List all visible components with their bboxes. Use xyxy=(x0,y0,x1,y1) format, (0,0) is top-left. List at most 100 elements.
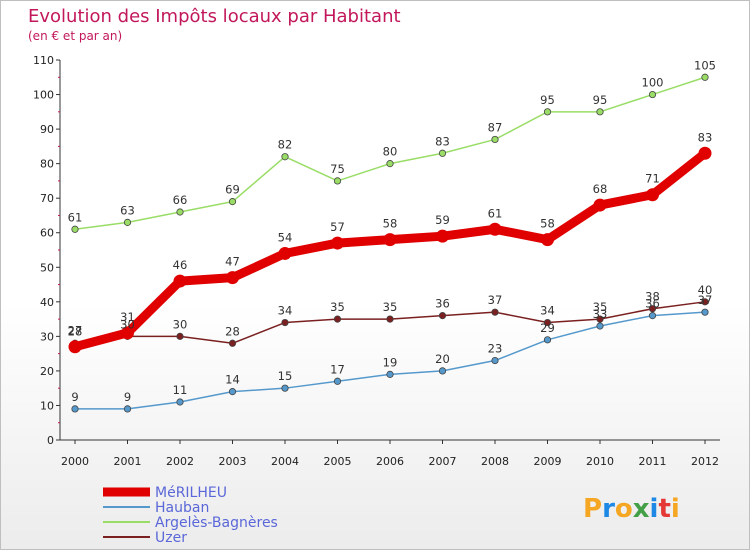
data-point xyxy=(438,367,447,375)
data-point xyxy=(701,298,709,306)
data-label: 20 xyxy=(435,352,450,366)
data-label: 9 xyxy=(71,390,78,404)
data-label: 69 xyxy=(225,183,240,197)
data-point xyxy=(333,315,342,323)
data-point xyxy=(278,246,292,260)
data-label: 61 xyxy=(68,210,83,224)
data-label: 95 xyxy=(540,93,555,107)
data-point xyxy=(331,236,344,250)
data-point xyxy=(228,339,237,347)
data-label: 71 xyxy=(645,172,660,186)
data-label: 37 xyxy=(488,293,503,307)
legend-label: Argelès-Bagnères xyxy=(155,515,278,531)
data-point xyxy=(648,312,657,320)
x-tick-label: 2002 xyxy=(166,455,194,468)
data-point xyxy=(176,208,184,216)
logo-letter: o xyxy=(615,494,633,524)
data-label: 29 xyxy=(540,321,555,335)
y-tick-label: 110 xyxy=(33,54,54,67)
data-label: 57 xyxy=(330,220,345,234)
data-label: 35 xyxy=(330,300,345,314)
data-point xyxy=(281,318,289,327)
data-label: 28 xyxy=(225,324,240,338)
data-point xyxy=(281,384,289,392)
x-tick-label: 2011 xyxy=(639,455,667,468)
data-labels: 61 63 66 69 82 75 80 83 87 95 95 100 105 9 9 11 14 15 17 19… xyxy=(68,58,716,404)
data-label: 61 xyxy=(488,206,503,220)
data-point xyxy=(281,153,289,161)
y-tick-label: 70 xyxy=(40,192,54,205)
data-label: 15 xyxy=(278,369,293,383)
data-point xyxy=(71,405,79,413)
logo-letter: i xyxy=(650,494,659,524)
data-point xyxy=(488,222,502,236)
data-point xyxy=(121,326,134,340)
legend-label: Uzer xyxy=(155,530,187,546)
logo-letter: i xyxy=(671,494,680,524)
x-tick-label: 2000 xyxy=(61,455,89,468)
data-point xyxy=(491,308,499,316)
data-label: 17 xyxy=(330,362,345,376)
data-point xyxy=(648,305,657,313)
logo-letter: t xyxy=(658,494,670,524)
y-tick-label: 10 xyxy=(40,399,54,412)
data-label: 14 xyxy=(225,373,240,387)
data-label: 105 xyxy=(694,58,716,72)
y-tick-label: 50 xyxy=(40,261,54,274)
data-point xyxy=(543,108,552,116)
y-tick-label: 80 xyxy=(40,158,54,171)
x-tick-label: 2004 xyxy=(271,455,299,468)
data-point xyxy=(333,377,342,385)
logo-text: Proxiti xyxy=(583,494,680,524)
data-label: 37 xyxy=(698,293,713,307)
data-point xyxy=(543,318,552,327)
y-tick-label: 60 xyxy=(40,227,54,240)
data-label: 38 xyxy=(645,290,660,304)
data-point xyxy=(123,405,132,413)
proxiti-logo: Proxiti xyxy=(583,494,680,524)
y-tick-label: 30 xyxy=(40,330,54,343)
x-tick-label: 2007 xyxy=(429,455,457,468)
data-label: 58 xyxy=(540,217,555,231)
data-point xyxy=(698,146,712,160)
x-tick-label: 2006 xyxy=(376,455,404,468)
data-point xyxy=(648,90,657,99)
data-label: 58 xyxy=(383,217,398,231)
data-point xyxy=(596,108,604,116)
data-point xyxy=(596,322,604,330)
logo-letter: r xyxy=(602,494,615,524)
data-point xyxy=(386,315,394,323)
data-label: 31 xyxy=(120,310,135,324)
data-label: 47 xyxy=(225,255,240,269)
data-label: 36 xyxy=(435,297,450,311)
data-point xyxy=(438,149,447,157)
data-point xyxy=(438,312,447,320)
data-label: 35 xyxy=(383,300,398,314)
data-point xyxy=(701,73,709,81)
data-label: 80 xyxy=(383,145,398,159)
data-point xyxy=(176,332,184,340)
data-point xyxy=(491,135,499,144)
data-label: 82 xyxy=(278,138,293,152)
data-label: 66 xyxy=(173,193,188,207)
data-label: 63 xyxy=(120,203,135,217)
x-tick-label: 2003 xyxy=(219,455,247,468)
data-label: 95 xyxy=(593,93,608,107)
data-point xyxy=(228,388,237,396)
data-label: 11 xyxy=(173,383,188,397)
data-point xyxy=(68,340,82,354)
data-label: 40 xyxy=(698,283,713,297)
data-point xyxy=(176,398,184,406)
data-label: 54 xyxy=(278,230,293,244)
data-point xyxy=(541,233,554,247)
data-label: 75 xyxy=(330,162,345,176)
data-label: 28 xyxy=(68,324,83,338)
axes: 0 10 20 30 40 50 60 70 80 90 100 110 2000 2001 2002 200… xyxy=(33,54,720,468)
data-point xyxy=(386,160,394,168)
data-label: 30 xyxy=(173,317,188,331)
data-label: 27 xyxy=(68,324,83,338)
data-label: 34 xyxy=(278,304,293,318)
legend-label: Hauban xyxy=(155,500,209,516)
